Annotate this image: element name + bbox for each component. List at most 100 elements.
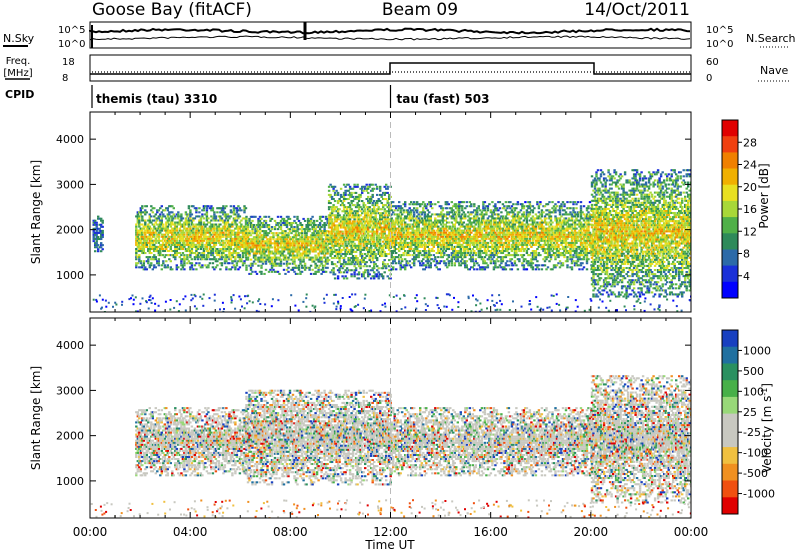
echo-cell — [354, 228, 358, 231]
echo-cell — [210, 254, 213, 257]
echo-cell — [290, 226, 293, 229]
echo-cell — [479, 231, 482, 234]
echo-cell — [266, 254, 269, 257]
echo-cell — [392, 227, 395, 230]
echo-cell — [401, 225, 404, 228]
echo-cell — [95, 229, 98, 232]
echo-cell — [376, 228, 379, 231]
echo-cell — [201, 243, 204, 246]
echo-cell — [249, 215, 253, 218]
cpid-bar: themis (tau) 3310 tau (fast) 503 — [91, 85, 489, 108]
echo-cell — [455, 217, 458, 220]
echo-cell — [246, 250, 250, 253]
echo-cell — [411, 235, 414, 238]
echo-cell — [422, 227, 425, 230]
echo-cell — [390, 252, 393, 255]
echo-cell — [198, 223, 201, 226]
echo-cell — [97, 215, 100, 218]
echo-cell — [282, 246, 286, 249]
echo-cell — [390, 225, 393, 228]
echo-cell — [270, 258, 274, 261]
echo-cell — [145, 211, 148, 214]
echo-cell — [332, 244, 335, 247]
echo-cell — [317, 240, 320, 243]
echo-cell — [408, 260, 411, 263]
echo-cell — [462, 248, 465, 251]
echo-cell — [154, 258, 157, 261]
echo-cell — [450, 237, 453, 240]
echo-cell — [392, 260, 395, 263]
echo-cell — [92, 233, 95, 236]
echo-cell — [142, 219, 145, 222]
echo-cell — [357, 216, 361, 219]
echo-cell — [501, 235, 505, 238]
echo-cell — [480, 266, 484, 269]
echo-cell — [275, 256, 278, 259]
echo-cell — [425, 219, 428, 222]
echo-cell — [414, 235, 417, 238]
echo-cell — [500, 262, 503, 265]
echo-cell — [455, 205, 458, 208]
echo-cell — [309, 224, 313, 227]
echo-cell — [275, 262, 278, 265]
echo-cell — [186, 239, 189, 242]
echo-cell — [291, 244, 295, 247]
echo-cell — [485, 223, 488, 226]
echo-cell — [100, 242, 103, 245]
echo-cell — [308, 258, 311, 261]
echo-cell — [471, 241, 474, 244]
echo-cell — [392, 252, 395, 255]
echo-cell — [377, 222, 380, 225]
echo-cell — [241, 237, 245, 240]
echo-cell — [347, 220, 350, 223]
echo-cell — [314, 254, 317, 257]
echo-cell — [407, 235, 410, 238]
echo-cell — [238, 260, 242, 263]
echo-cell — [208, 239, 212, 242]
echo-cell — [350, 261, 353, 264]
echo-cell — [348, 204, 352, 207]
echo-cell — [249, 226, 253, 229]
echo-cell — [467, 239, 470, 242]
echo-cell — [275, 240, 278, 243]
echo-cell — [180, 264, 183, 267]
echo-cell — [177, 231, 180, 234]
echo-cell — [408, 245, 411, 248]
echo-cell — [473, 245, 476, 248]
echo-cell — [294, 236, 298, 239]
echo-cell — [293, 215, 296, 218]
echo-cell — [492, 268, 496, 271]
echo-cell — [450, 256, 453, 259]
echo-cell — [263, 219, 266, 222]
echo-cell — [342, 204, 346, 207]
echo-cell — [276, 262, 280, 265]
echo-cell — [395, 243, 398, 246]
echo-cell — [353, 224, 356, 227]
echo-cell — [386, 234, 389, 237]
echo-cell — [151, 235, 154, 238]
echo-cell — [142, 268, 145, 271]
echo-cell — [144, 211, 147, 214]
echo-cell — [380, 234, 383, 237]
echo-cell — [411, 237, 414, 240]
echo-cell — [330, 269, 334, 272]
echo-cell — [417, 221, 420, 224]
echo-cell — [392, 235, 395, 238]
echo-cell — [497, 239, 500, 242]
echo-cell — [449, 260, 452, 263]
echo-cell — [219, 227, 222, 230]
echo-cell — [435, 235, 438, 238]
echo-cell — [413, 213, 416, 216]
echo-cell — [420, 239, 423, 242]
echo-cell — [482, 217, 485, 220]
echo-cell — [317, 268, 320, 271]
echo-cell — [333, 208, 337, 211]
echo-cell — [492, 213, 496, 216]
echo-cell — [303, 234, 307, 237]
echo-cell — [285, 219, 289, 222]
echo-cell — [95, 236, 98, 239]
echo-cell — [219, 256, 222, 259]
echo-cell — [217, 229, 221, 232]
echo-cell — [356, 234, 359, 237]
echo-cell — [166, 229, 169, 232]
